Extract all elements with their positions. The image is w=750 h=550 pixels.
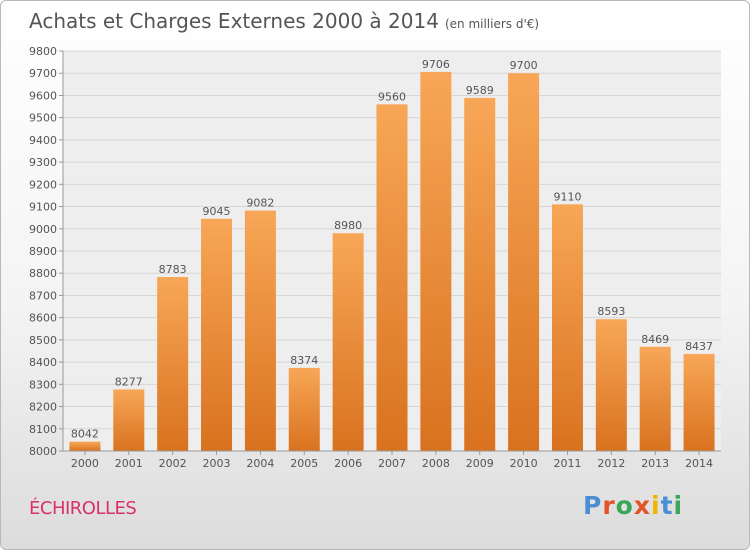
logo-letter: t	[660, 491, 674, 520]
bar	[113, 389, 145, 451]
bar	[683, 353, 715, 451]
bar	[639, 346, 671, 451]
y-tick-label: 9300	[29, 156, 57, 169]
x-tick-label: 2010	[510, 457, 538, 470]
x-tick-label: 2009	[466, 457, 494, 470]
y-tick-label: 8600	[29, 312, 57, 325]
bar	[244, 210, 276, 451]
y-tick-label: 8000	[29, 445, 57, 458]
data-label: 9110	[553, 190, 581, 203]
data-label: 8469	[641, 333, 669, 346]
bar	[201, 218, 233, 451]
data-label: 9700	[510, 59, 538, 72]
x-tick-label: 2008	[422, 457, 450, 470]
y-tick-label: 8800	[29, 267, 57, 280]
y-tick-label: 9500	[29, 112, 57, 125]
bar	[69, 441, 101, 451]
y-tick-label: 8500	[29, 334, 57, 347]
y-tick-label: 8100	[29, 423, 57, 436]
data-label: 8593	[597, 305, 625, 318]
x-tick-label: 2006	[334, 457, 362, 470]
y-tick-label: 9400	[29, 134, 57, 147]
logo-letter: i	[673, 491, 684, 520]
data-label: 8042	[71, 428, 99, 441]
y-tick-label: 9700	[29, 67, 57, 80]
x-tick-label: 2014	[685, 457, 713, 470]
bar	[464, 97, 496, 451]
y-tick-label: 8700	[29, 289, 57, 302]
y-tick-label: 9600	[29, 89, 57, 102]
bar	[332, 233, 364, 451]
chart-unit: (en milliers d'€)	[444, 17, 540, 31]
data-label: 9082	[246, 197, 274, 210]
y-tick-label: 9100	[29, 201, 57, 214]
bar	[595, 319, 627, 451]
y-tick-label: 8200	[29, 401, 57, 414]
x-tick-label: 2011	[553, 457, 581, 470]
data-label: 9560	[378, 90, 406, 103]
x-tick-label: 2012	[597, 457, 625, 470]
logo-letter: o	[615, 491, 634, 520]
chart-title-text: Achats et Charges Externes 2000 à 2014	[29, 9, 439, 33]
logo-letter: x	[633, 491, 651, 520]
bar	[420, 71, 452, 451]
chart-title: Achats et Charges Externes 2000 à 2014 (e…	[29, 9, 539, 33]
x-tick-label: 2013	[641, 457, 669, 470]
y-tick-label: 8400	[29, 356, 57, 369]
x-tick-label: 2000	[71, 457, 99, 470]
data-label: 9045	[203, 205, 231, 218]
bar	[376, 104, 408, 451]
logo-letter: P	[583, 491, 603, 520]
x-tick-label: 2002	[159, 457, 187, 470]
bar	[551, 204, 583, 451]
data-label: 8980	[334, 219, 362, 232]
data-label: 8277	[115, 375, 143, 388]
data-label: 8783	[159, 263, 187, 276]
proxiti-logo: Proxiti	[583, 491, 683, 520]
y-tick-label: 8900	[29, 245, 57, 258]
data-label: 8437	[685, 340, 713, 353]
data-label: 9706	[422, 58, 450, 71]
x-tick-label: 2007	[378, 457, 406, 470]
city-name: ÉCHIROLLES	[29, 498, 137, 519]
x-tick-label: 2001	[115, 457, 143, 470]
data-label: 8374	[290, 354, 318, 367]
x-tick-label: 2005	[290, 457, 318, 470]
y-tick-label: 8300	[29, 378, 57, 391]
bar	[157, 277, 189, 451]
y-tick-label: 9800	[29, 45, 57, 58]
logo-letter: r	[602, 491, 616, 520]
bar	[508, 73, 540, 451]
x-tick-label: 2004	[246, 457, 274, 470]
y-tick-label: 9200	[29, 178, 57, 191]
data-label: 9589	[466, 84, 494, 97]
logo-letter: i	[651, 491, 661, 520]
bar	[288, 367, 320, 451]
y-tick-label: 9000	[29, 223, 57, 236]
x-tick-label: 2003	[203, 457, 231, 470]
